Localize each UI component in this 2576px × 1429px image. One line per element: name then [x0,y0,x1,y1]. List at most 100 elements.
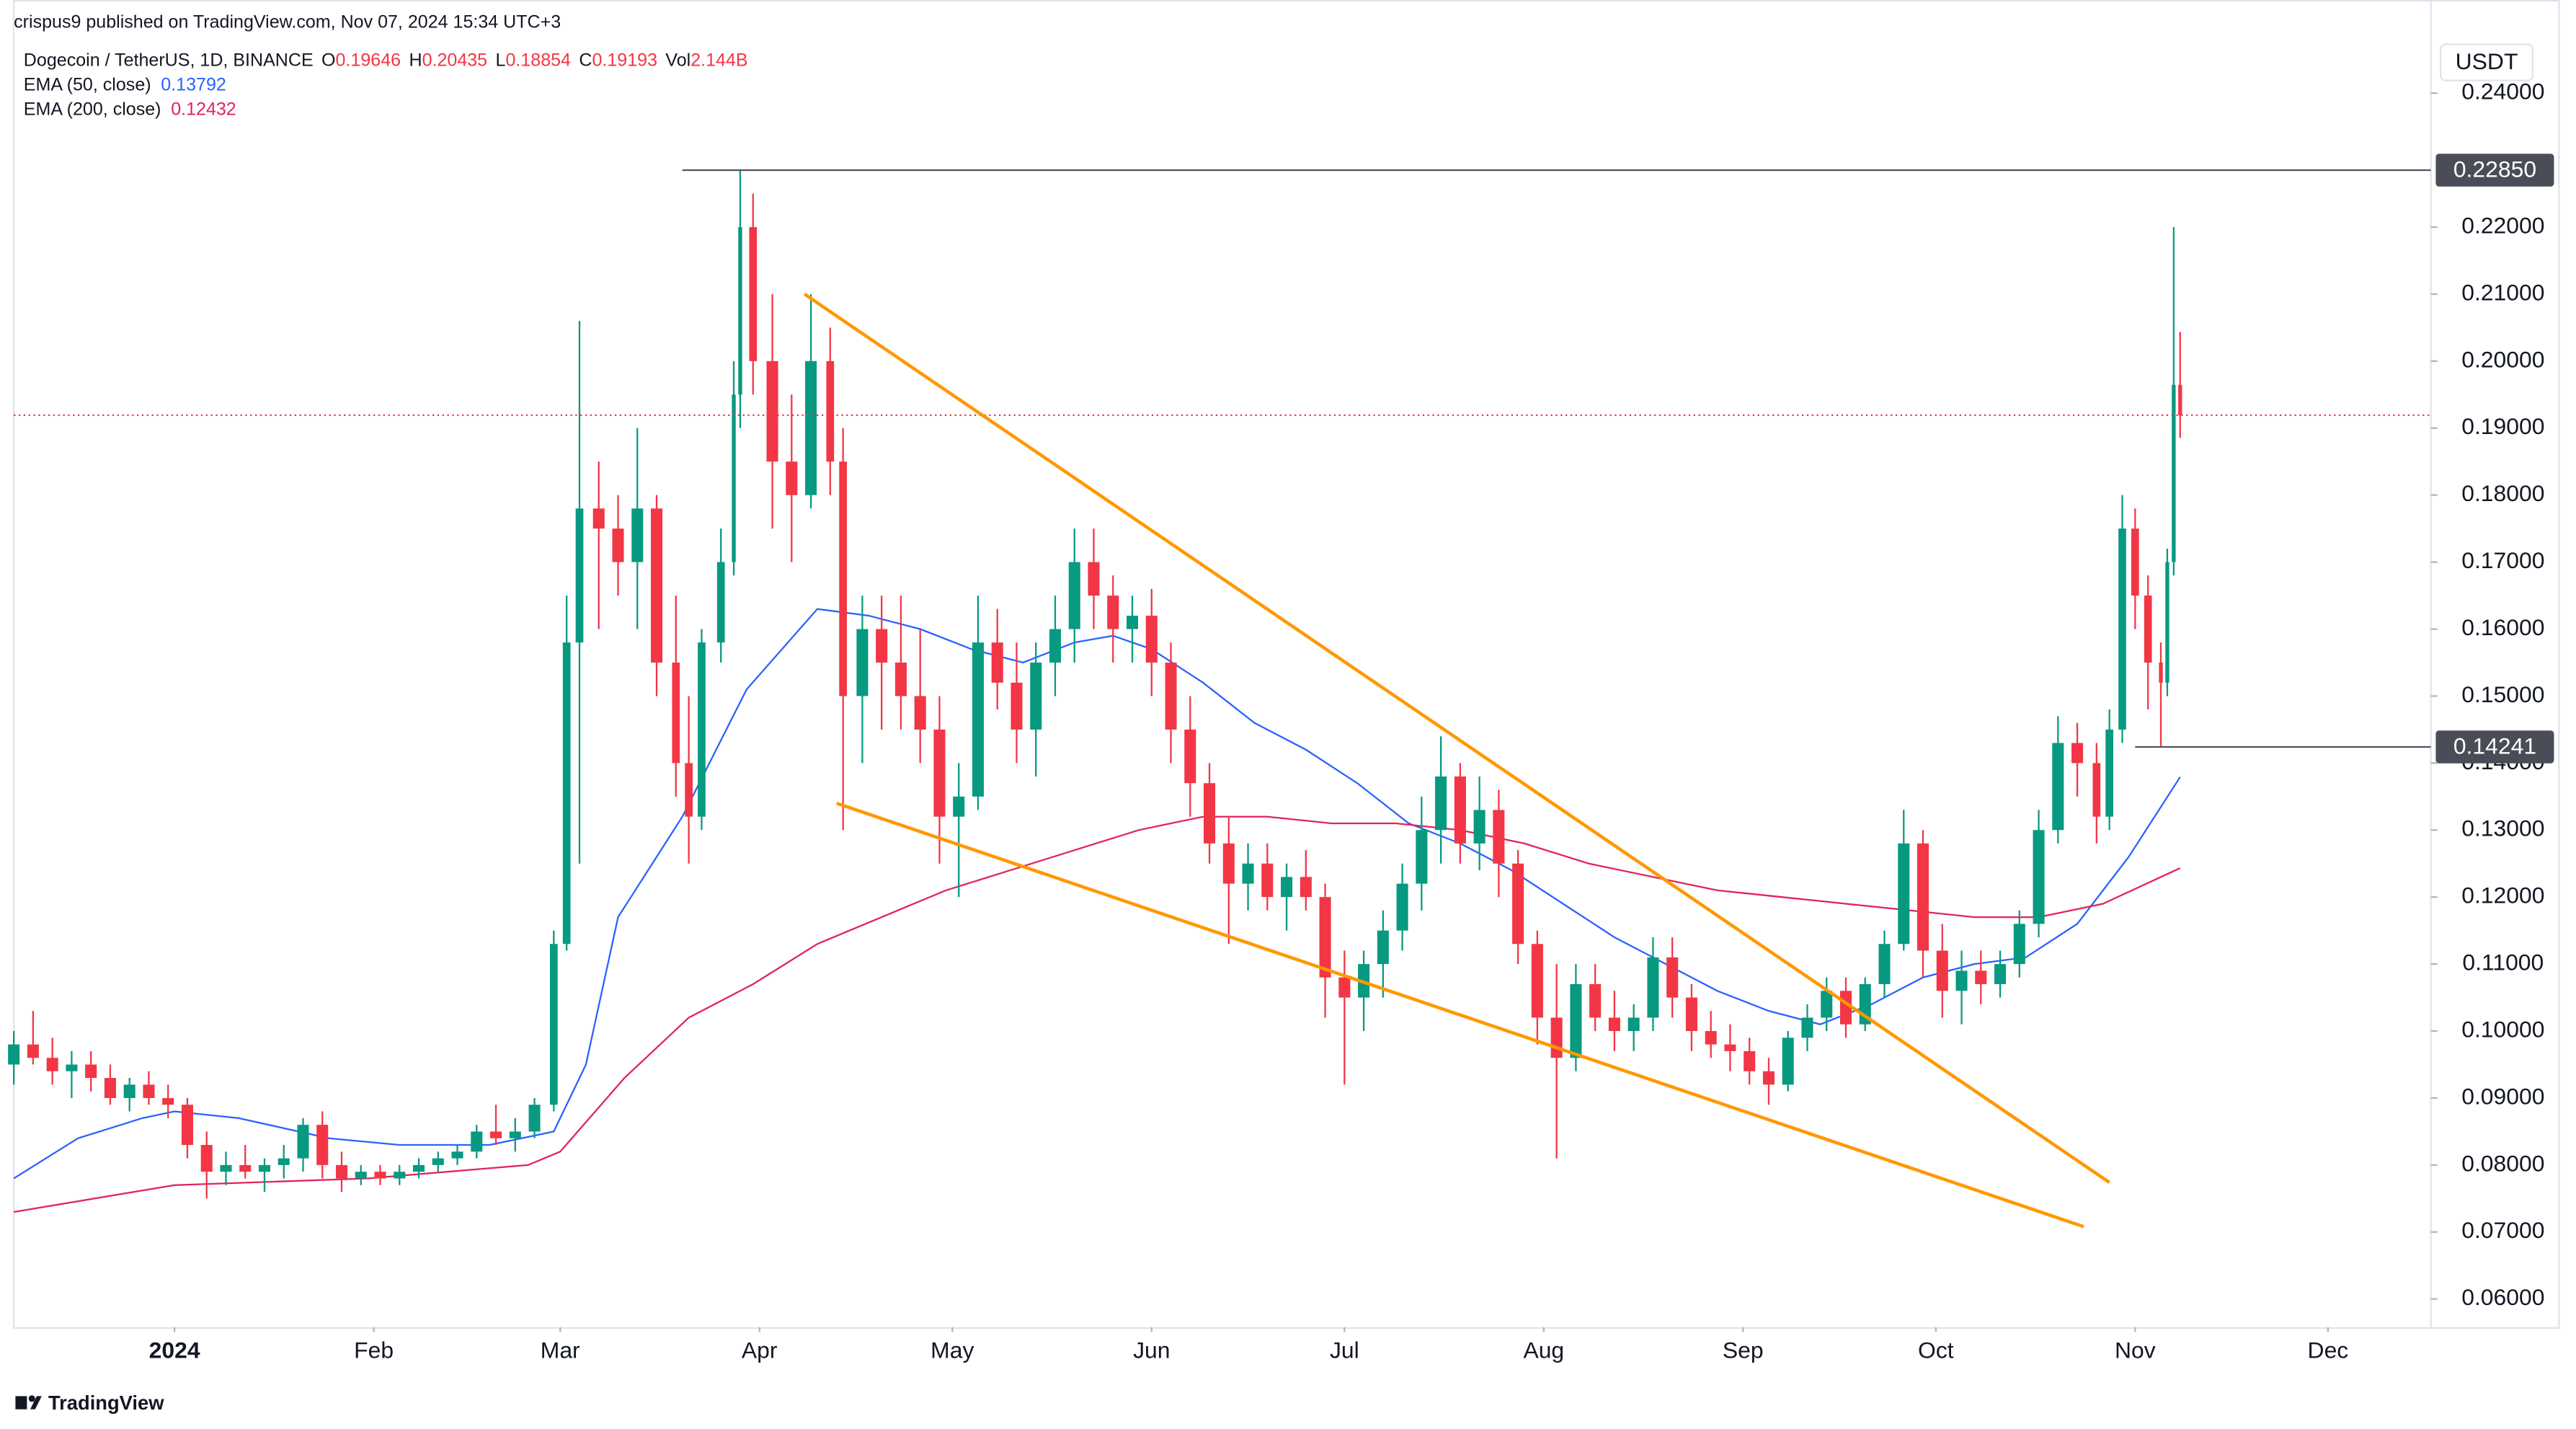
candle-body [1300,877,1312,898]
candle-body [1242,863,1254,884]
candle-body [2118,528,2126,730]
candle-body [1107,596,1119,629]
candle-body [2159,662,2163,683]
candle-body [1627,1017,1640,1032]
level-label: 0.14241 [2453,733,2536,759]
y-tick-label: 0.09000 [2461,1083,2544,1109]
candle-body [1049,629,1062,663]
x-tick-label: Nov [2115,1337,2156,1363]
candle-body [562,642,571,944]
candle-body [471,1131,483,1152]
candle-body [786,461,798,495]
candle-body [1377,930,1389,965]
candle-body [839,461,848,696]
candle-body [592,508,605,529]
candle-body [1821,991,1833,1018]
x-tick-label: Sep [1723,1337,1764,1363]
x-tick-label: Aug [1523,1337,1564,1363]
candle-body [826,360,835,462]
candle-body [1570,984,1582,1058]
candle-body [316,1125,329,1165]
candle-body [1531,944,1543,1018]
unit-box[interactable] [2440,43,2533,81]
ohlc-label: Vol [665,50,690,70]
candle-body [1782,1038,1794,1085]
candle-body [1068,562,1080,629]
logo-shape [15,1396,27,1410]
candle-body [2071,743,2084,764]
candle-body [876,629,888,663]
candle-body [1975,970,1987,985]
candle-body [1165,662,1177,730]
candle-body [1955,970,1968,991]
ohlc-label: H [409,50,422,70]
candle-body [1493,810,1505,864]
candle-body [490,1131,502,1138]
candle-body [1666,957,1679,998]
unit-label[interactable]: USDT [2456,48,2518,74]
y-tick-label: 0.19000 [2461,413,2544,439]
candle-body [162,1097,174,1105]
candle-body [1088,562,1100,596]
frame [13,0,2560,1330]
candle-body [1126,615,1139,629]
brand: TradingView [48,1392,164,1414]
candle-body [2092,763,2101,817]
candle-body [451,1151,463,1159]
candle-body [766,360,778,462]
candle-body [1898,843,1910,944]
candle-body [8,1044,20,1065]
legend-value: 0.12432 [171,99,236,119]
candle-body [123,1084,136,1098]
candle-body [66,1064,78,1071]
y-tick-label: 0.15000 [2461,681,2544,707]
candle-body [181,1105,193,1146]
publisher: crispus9 published on TradingView.com, N… [14,12,561,32]
ohlc-label: L [496,50,506,70]
x-tick-label: Feb [354,1337,394,1363]
candle-body [277,1158,290,1165]
candle-body [1917,843,1929,951]
candle-body [2165,562,2169,683]
candle-body [631,508,644,562]
candle-body [1319,897,1331,978]
candle-body [2052,743,2064,831]
x-tick-label: Jul [1330,1337,1359,1363]
candle-body [1878,944,1891,985]
candle-body [1473,810,1485,844]
candle-body [1416,830,1428,884]
candle-body [856,629,869,696]
candle-body [933,729,946,817]
candle-body [143,1084,155,1098]
candle-body [1454,776,1466,844]
candle-body [650,508,663,663]
candle-body [1744,1050,1756,1071]
candle-body [914,696,926,730]
candle-body [335,1164,348,1179]
candle-body [2172,384,2176,562]
candle-body [1762,1071,1775,1085]
candle-body [612,528,624,562]
candle-body [953,796,965,817]
y-tick-label: 0.18000 [2461,480,2544,506]
x-tick-label: May [931,1337,974,1363]
legend-value: 0.13792 [161,74,226,94]
candle-body [374,1172,386,1179]
brand-logo [15,1395,42,1410]
symbol-legend: Dogecoin / TetherUS, 1D, BINANCE O0.19646… [24,50,748,70]
x-tick-label: Jun [1133,1337,1170,1363]
y-tick-label: 0.22000 [2461,212,2544,238]
ohlc-value: 0.18854 [505,50,571,70]
candle-body [2144,596,2152,663]
candle-body [1011,682,1023,730]
candle-body [528,1105,541,1132]
y-tick-label: 0.07000 [2461,1217,2544,1243]
candle-body [805,360,817,495]
candle-body [972,642,984,797]
y-tick-label: 0.11000 [2462,950,2544,975]
y-tick-label: 0.20000 [2461,346,2544,372]
candle-body [1338,977,1351,998]
candle-body [685,763,693,817]
